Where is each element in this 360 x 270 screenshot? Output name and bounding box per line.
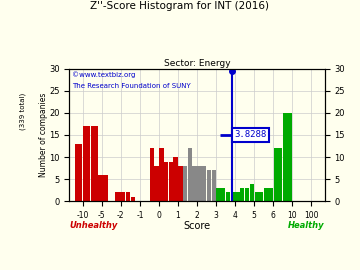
Bar	[188, 148, 192, 201]
Bar	[154, 166, 159, 201]
Text: (339 total): (339 total)	[20, 93, 26, 130]
Bar	[221, 188, 225, 201]
Bar	[197, 166, 202, 201]
Text: ©www.textbiz.org: ©www.textbiz.org	[72, 71, 135, 78]
Bar	[193, 166, 197, 201]
Bar	[102, 175, 108, 201]
Bar	[212, 170, 216, 201]
Bar	[114, 193, 117, 201]
Bar	[118, 193, 121, 201]
Bar	[98, 175, 102, 201]
Bar	[207, 170, 211, 201]
Bar	[83, 126, 90, 201]
Title: Sector: Energy: Sector: Energy	[164, 59, 230, 68]
Bar	[178, 166, 183, 201]
Bar	[121, 193, 125, 201]
Bar	[126, 193, 130, 201]
Text: Healthy: Healthy	[288, 221, 325, 230]
Bar	[249, 184, 254, 201]
Text: The Research Foundation of SUNY: The Research Foundation of SUNY	[72, 83, 191, 89]
X-axis label: Score: Score	[184, 221, 211, 231]
Text: Z''-Score Histogram for INT (2016): Z''-Score Histogram for INT (2016)	[90, 1, 270, 11]
Text: Unhealthy: Unhealthy	[69, 221, 118, 230]
Bar	[226, 193, 230, 201]
Bar	[264, 188, 273, 201]
Bar	[164, 161, 168, 201]
Bar	[235, 193, 240, 201]
Bar	[183, 166, 187, 201]
Bar	[283, 113, 292, 201]
Bar	[230, 193, 235, 201]
Bar	[245, 188, 249, 201]
Text: 3.8288: 3.8288	[235, 130, 267, 140]
Bar	[168, 161, 173, 201]
Bar	[76, 144, 82, 201]
Bar	[216, 188, 221, 201]
Bar	[150, 148, 154, 201]
Bar	[131, 197, 135, 201]
Bar	[240, 188, 244, 201]
Y-axis label: Number of companies: Number of companies	[39, 93, 48, 177]
Bar	[174, 157, 178, 201]
Bar	[91, 126, 98, 201]
Bar	[255, 193, 263, 201]
Bar	[202, 166, 206, 201]
Bar	[274, 148, 282, 201]
Bar	[159, 148, 163, 201]
